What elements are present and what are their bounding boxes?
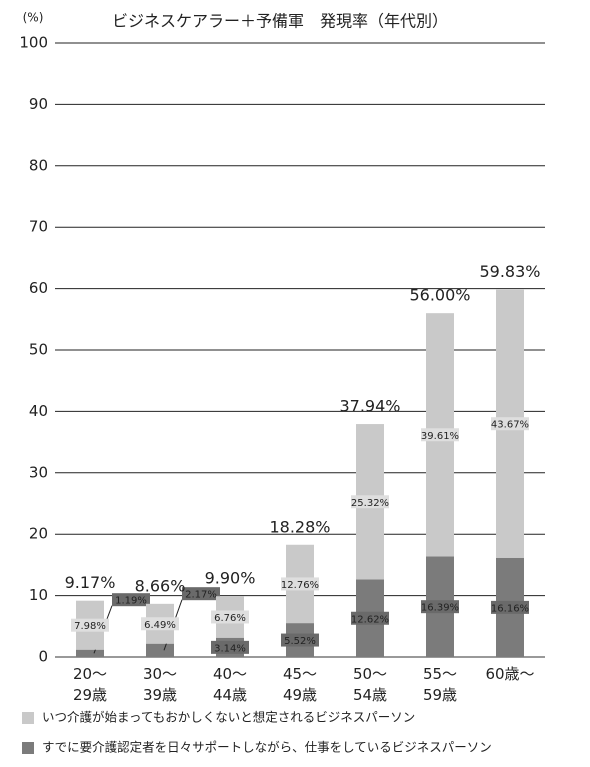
value-label-box xyxy=(211,640,249,654)
x-tick-label: 40～ 44歳 xyxy=(213,665,247,704)
value-label-box xyxy=(281,633,319,647)
value-label: 3.14% xyxy=(214,643,246,654)
value-label-box xyxy=(421,600,459,614)
x-tick-label: 60歳～ xyxy=(485,665,534,683)
value-label-box xyxy=(351,611,389,625)
legend-swatch xyxy=(22,742,34,754)
value-label-box xyxy=(491,600,529,614)
value-label-box xyxy=(491,417,529,431)
value-label: 12.76% xyxy=(281,580,319,591)
value-label: 5.52% xyxy=(284,636,316,647)
x-tick-label: 30～ 39歳 xyxy=(143,665,177,704)
x-tick-label: 50～ 54歳 xyxy=(353,665,387,704)
y-tick-label: 20 xyxy=(29,525,48,543)
value-label: 6.49% xyxy=(144,620,176,631)
legend-label: いつ介護が始まってもおかしくないと想定されるビジネスパーソン xyxy=(42,710,415,725)
value-label: 43.67% xyxy=(491,420,529,431)
value-label: 12.62% xyxy=(351,614,389,625)
value-label: 1.19% xyxy=(115,596,147,607)
y-tick-label: 100 xyxy=(19,34,48,52)
y-tick-label: 70 xyxy=(29,218,48,236)
value-label-box xyxy=(281,577,319,591)
value-label: 16.39% xyxy=(421,603,459,614)
x-tick-label: 55～ 59歳 xyxy=(423,665,457,704)
total-label: 9.90% xyxy=(205,569,256,588)
x-tick-label: 20～ 29歳 xyxy=(73,665,107,704)
legend-label: すでに要介護認定者を日々サポートしながら、仕事をしているビジネスパーソン xyxy=(42,740,492,755)
total-label: 8.66% xyxy=(135,576,186,595)
y-tick-label: 80 xyxy=(29,156,48,174)
value-label-box xyxy=(112,593,150,607)
y-tick-label: 60 xyxy=(29,279,48,297)
bar-segment xyxy=(146,643,174,657)
total-label: 59.83% xyxy=(479,262,540,281)
total-label: 37.94% xyxy=(339,397,400,416)
value-label-box xyxy=(71,618,109,632)
legend-swatch xyxy=(22,712,34,724)
bar-segment xyxy=(76,649,104,657)
value-label-box xyxy=(211,610,249,624)
value-label: 16.16% xyxy=(491,603,529,614)
value-label-box xyxy=(421,428,459,442)
y-tick-label: 50 xyxy=(29,341,48,359)
chart-title: ビジネスケアラー＋予備軍 発現率（年代別） xyxy=(112,12,448,31)
total-label: 18.28% xyxy=(269,517,330,536)
value-label: 7.98% xyxy=(74,621,106,632)
y-tick-label: 0 xyxy=(38,648,48,666)
total-label: 9.17% xyxy=(65,573,116,592)
y-tick-label: 30 xyxy=(29,463,48,481)
x-tick-label: 45～ 49歳 xyxy=(283,665,317,704)
value-label: 2.17% xyxy=(185,590,217,601)
value-label-box xyxy=(141,617,179,631)
value-label: 39.61% xyxy=(421,431,459,442)
value-label: 6.76% xyxy=(214,613,246,624)
y-tick-label: 90 xyxy=(29,95,48,113)
value-label: 25.32% xyxy=(351,498,389,509)
y-tick-label: 40 xyxy=(29,402,48,420)
value-label-box xyxy=(351,495,389,509)
y-unit: (%) xyxy=(23,11,44,25)
total-label: 56.00% xyxy=(409,286,470,305)
y-tick-label: 10 xyxy=(29,586,48,604)
value-label-box xyxy=(182,587,220,601)
